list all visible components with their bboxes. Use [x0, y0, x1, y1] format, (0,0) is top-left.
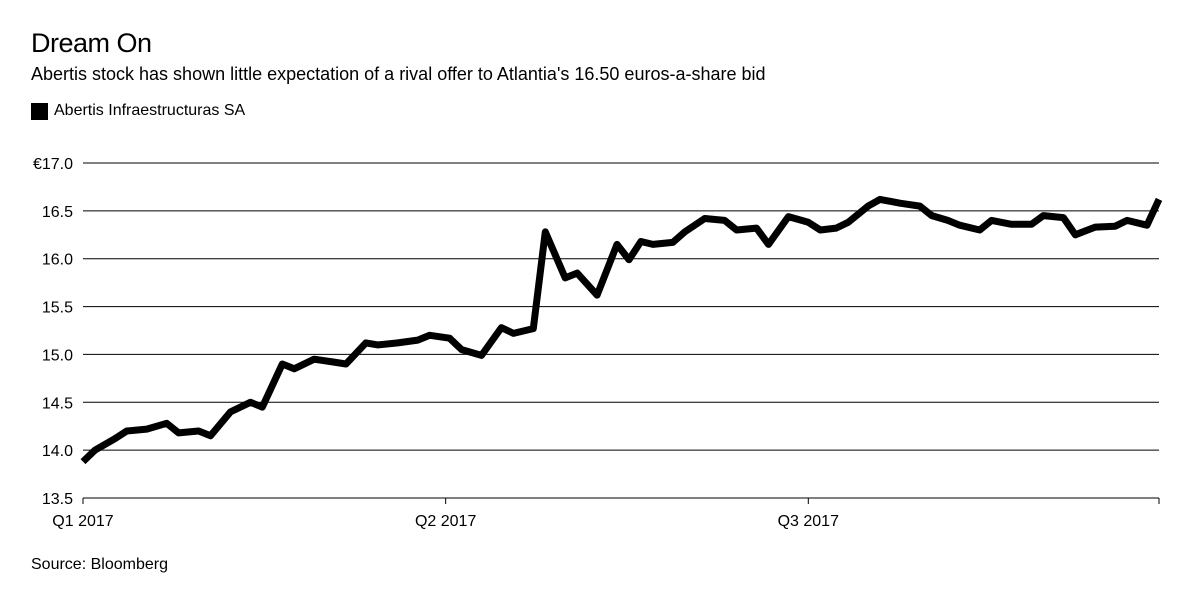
y-tick-label: 14.5: [42, 395, 73, 412]
y-tick-label: 16.0: [42, 252, 73, 269]
y-tick-label: 15.0: [42, 347, 73, 364]
y-tick-label: 16.5: [42, 204, 73, 221]
y-axis-ticks: €17.0 16.5 16.0 15.5 15.0 14.5 14.0 13.5: [33, 156, 73, 508]
y-tick-label: €17.0: [33, 156, 73, 173]
x-tick-label: Q3 2017: [778, 513, 839, 530]
x-axis: Q1 2017 Q2 2017 Q3 2017: [52, 497, 1160, 530]
x-tick-label: Q1 2017: [52, 513, 113, 530]
series-layer: [80, 195, 1163, 465]
chart-subtitle: Abertis stock has shown little expectati…: [31, 64, 766, 84]
y-tick-label: 14.0: [42, 443, 73, 460]
y-tick-label: 15.5: [42, 300, 73, 317]
legend-swatch: [31, 102, 48, 120]
x-tick-label: Q2 2017: [415, 513, 476, 530]
y-tick-label: 13.5: [42, 491, 73, 508]
series-line: [80, 195, 1163, 465]
chart-title: Dream On: [31, 28, 152, 58]
source-note: Source: Bloomberg: [31, 556, 168, 573]
chart-legend: Abertis Infraestructuras SA: [31, 102, 245, 120]
legend-label: Abertis Infraestructuras SA: [54, 102, 246, 119]
gridlines: [83, 162, 1159, 499]
